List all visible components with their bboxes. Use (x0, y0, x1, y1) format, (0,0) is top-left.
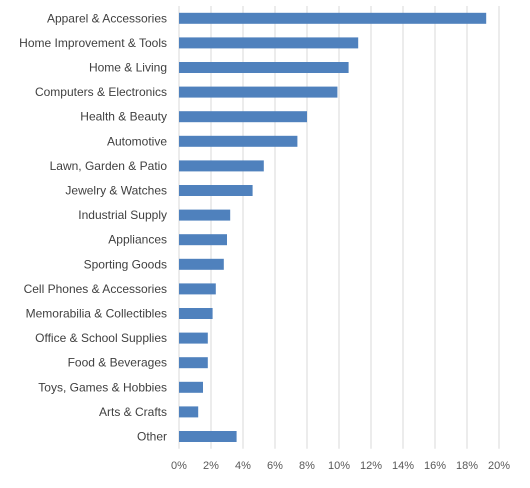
bar (179, 185, 253, 196)
bar (179, 406, 199, 418)
bar (179, 86, 338, 98)
x-tick-label: 4% (235, 460, 251, 472)
category-label: Lawn, Garden & Patio (50, 159, 168, 173)
x-tick-labels: 0% 2% 4% 6% 8% 10% 12% 14% 16% 18% 20% (171, 460, 510, 472)
category-label: Automotive (107, 134, 167, 148)
bar (179, 283, 216, 295)
category-label: Memorabilia & Collectibles (26, 307, 167, 321)
x-tick-label: 12% (360, 460, 382, 472)
category-label: Industrial Supply (78, 208, 167, 222)
category-label: Home Improvement & Tools (19, 36, 167, 50)
category-label: Food & Beverages (68, 356, 167, 370)
grid-lines (178, 6, 500, 449)
x-tick-label: 0% (171, 460, 187, 472)
category-label: Computers & Electronics (35, 85, 167, 99)
category-label: Health & Beauty (80, 110, 167, 124)
bar (179, 12, 487, 24)
bar (179, 332, 208, 344)
bar (179, 160, 264, 172)
bar (179, 357, 208, 369)
bar (179, 381, 203, 393)
bar (179, 234, 227, 246)
category-labels: Apparel & Accessories Home Improvement & … (19, 11, 167, 443)
x-tick-label: 18% (456, 460, 478, 472)
category-label: Sporting Goods (84, 257, 167, 271)
bar (179, 135, 298, 147)
category-label: Cell Phones & Accessories (24, 282, 167, 296)
bar (179, 431, 237, 442)
category-label: Office & School Supplies (35, 331, 167, 345)
category-label: Home & Living (89, 61, 167, 75)
category-label: Appliances (108, 233, 167, 247)
bar (179, 308, 213, 319)
x-tick-label: 16% (424, 460, 446, 472)
bar (179, 111, 307, 123)
bar (179, 209, 231, 221)
bars (179, 12, 487, 442)
bar (179, 62, 349, 73)
category-label: Other (137, 430, 167, 444)
category-label: Arts & Crafts (99, 405, 167, 419)
x-tick-label: 6% (267, 460, 283, 472)
x-tick-label: 10% (328, 460, 350, 472)
category-label: Apparel & Accessories (47, 11, 167, 25)
bar (179, 258, 224, 270)
category-label: Jewelry & Watches (65, 184, 167, 198)
x-tick-label: 14% (392, 460, 414, 472)
x-tick-label: 8% (299, 460, 315, 472)
bar (179, 37, 359, 49)
x-tick-label: 2% (203, 460, 219, 472)
x-tick-label: 20% (488, 460, 510, 472)
category-label: Toys, Games & Hobbies (38, 380, 167, 394)
